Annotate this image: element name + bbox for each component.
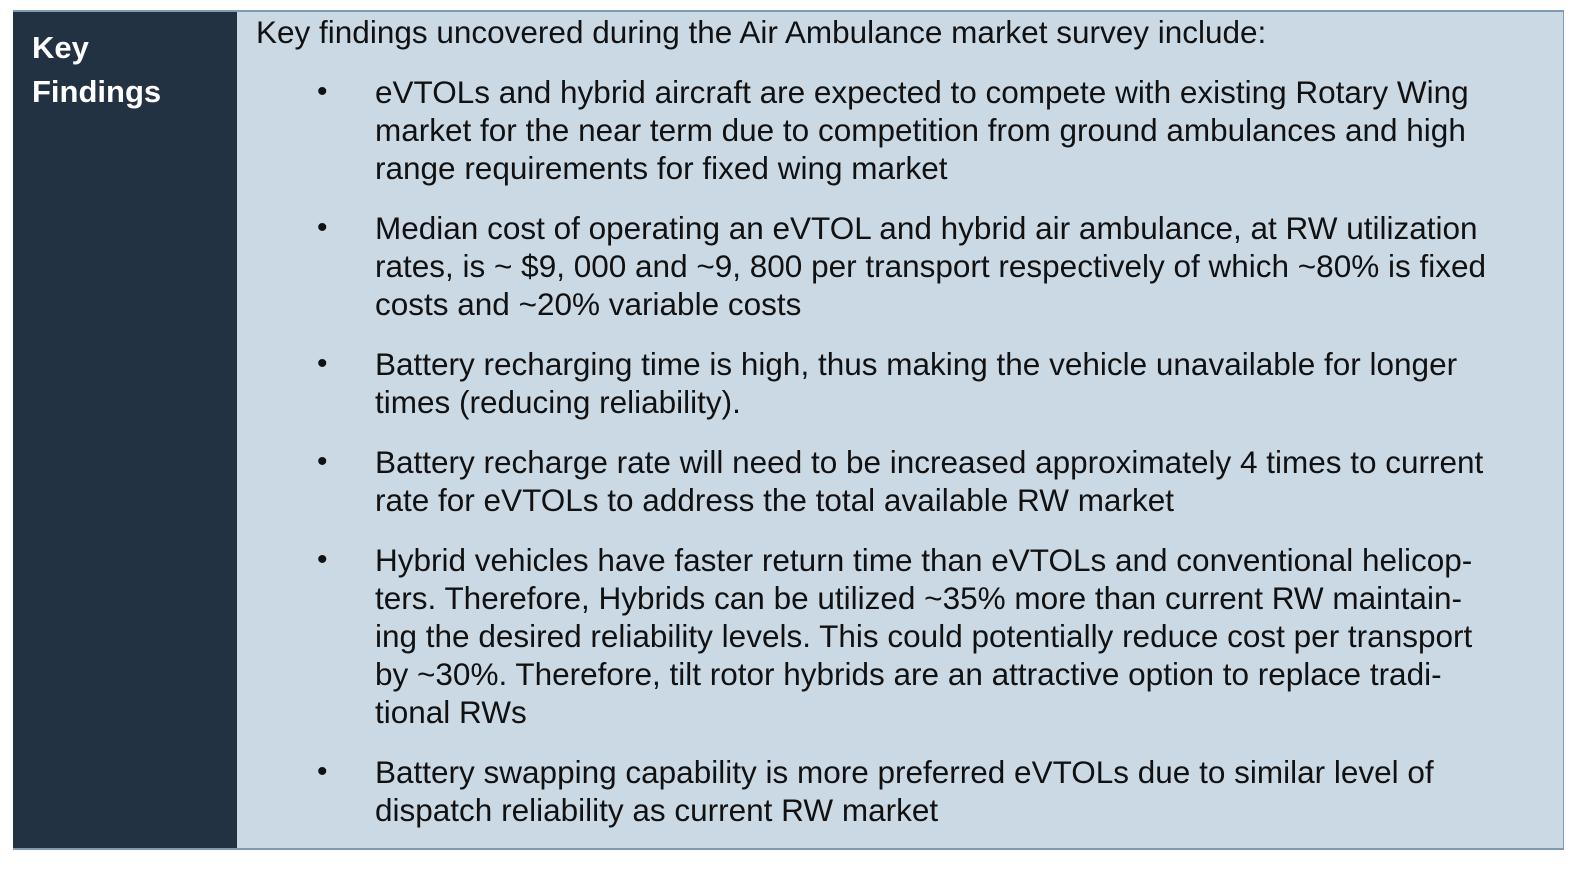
- bullet-icon: •: [317, 755, 328, 788]
- key-findings-panel: Key Findings Key findings uncovered duri…: [13, 10, 1564, 850]
- bullet-icon: •: [317, 543, 328, 576]
- findings-intro: Key findings uncovered during the Air Am…: [256, 14, 1267, 50]
- finding-item: • eVTOLs and hybrid aircraft are expecte…: [256, 73, 1563, 187]
- finding-item: • Median cost of operating an eVTOL and …: [256, 209, 1563, 323]
- finding-item: • Battery swapping capability is more pr…: [256, 753, 1563, 829]
- bullet-icon: •: [317, 75, 328, 108]
- finding-text: eVTOLs and hybrid aircraft are expected …: [375, 74, 1469, 186]
- finding-item: • Battery recharging time is high, thus …: [256, 345, 1563, 421]
- finding-text: Median cost of operating an eVTOL and hy…: [375, 210, 1487, 322]
- bullet-icon: •: [317, 445, 328, 478]
- finding-text: Battery recharge rate will need to be in…: [375, 444, 1484, 518]
- finding-item: • Battery recharge rate will need to be …: [256, 443, 1563, 519]
- finding-text: Battery swapping capability is more pref…: [375, 754, 1434, 828]
- bullet-icon: •: [317, 347, 328, 380]
- bullet-icon: •: [317, 211, 328, 244]
- sidebar: Key Findings: [13, 12, 237, 848]
- finding-text: Hybrid vehicles have faster return time …: [375, 542, 1473, 730]
- findings-list: • eVTOLs and hybrid aircraft are expecte…: [256, 73, 1563, 829]
- sidebar-title: Key Findings: [32, 30, 162, 109]
- finding-item: • Hybrid vehicles have faster return tim…: [256, 541, 1563, 731]
- findings-content: Key findings uncovered during the Air Am…: [237, 12, 1563, 848]
- finding-text: Battery recharging time is high, thus ma…: [375, 346, 1458, 420]
